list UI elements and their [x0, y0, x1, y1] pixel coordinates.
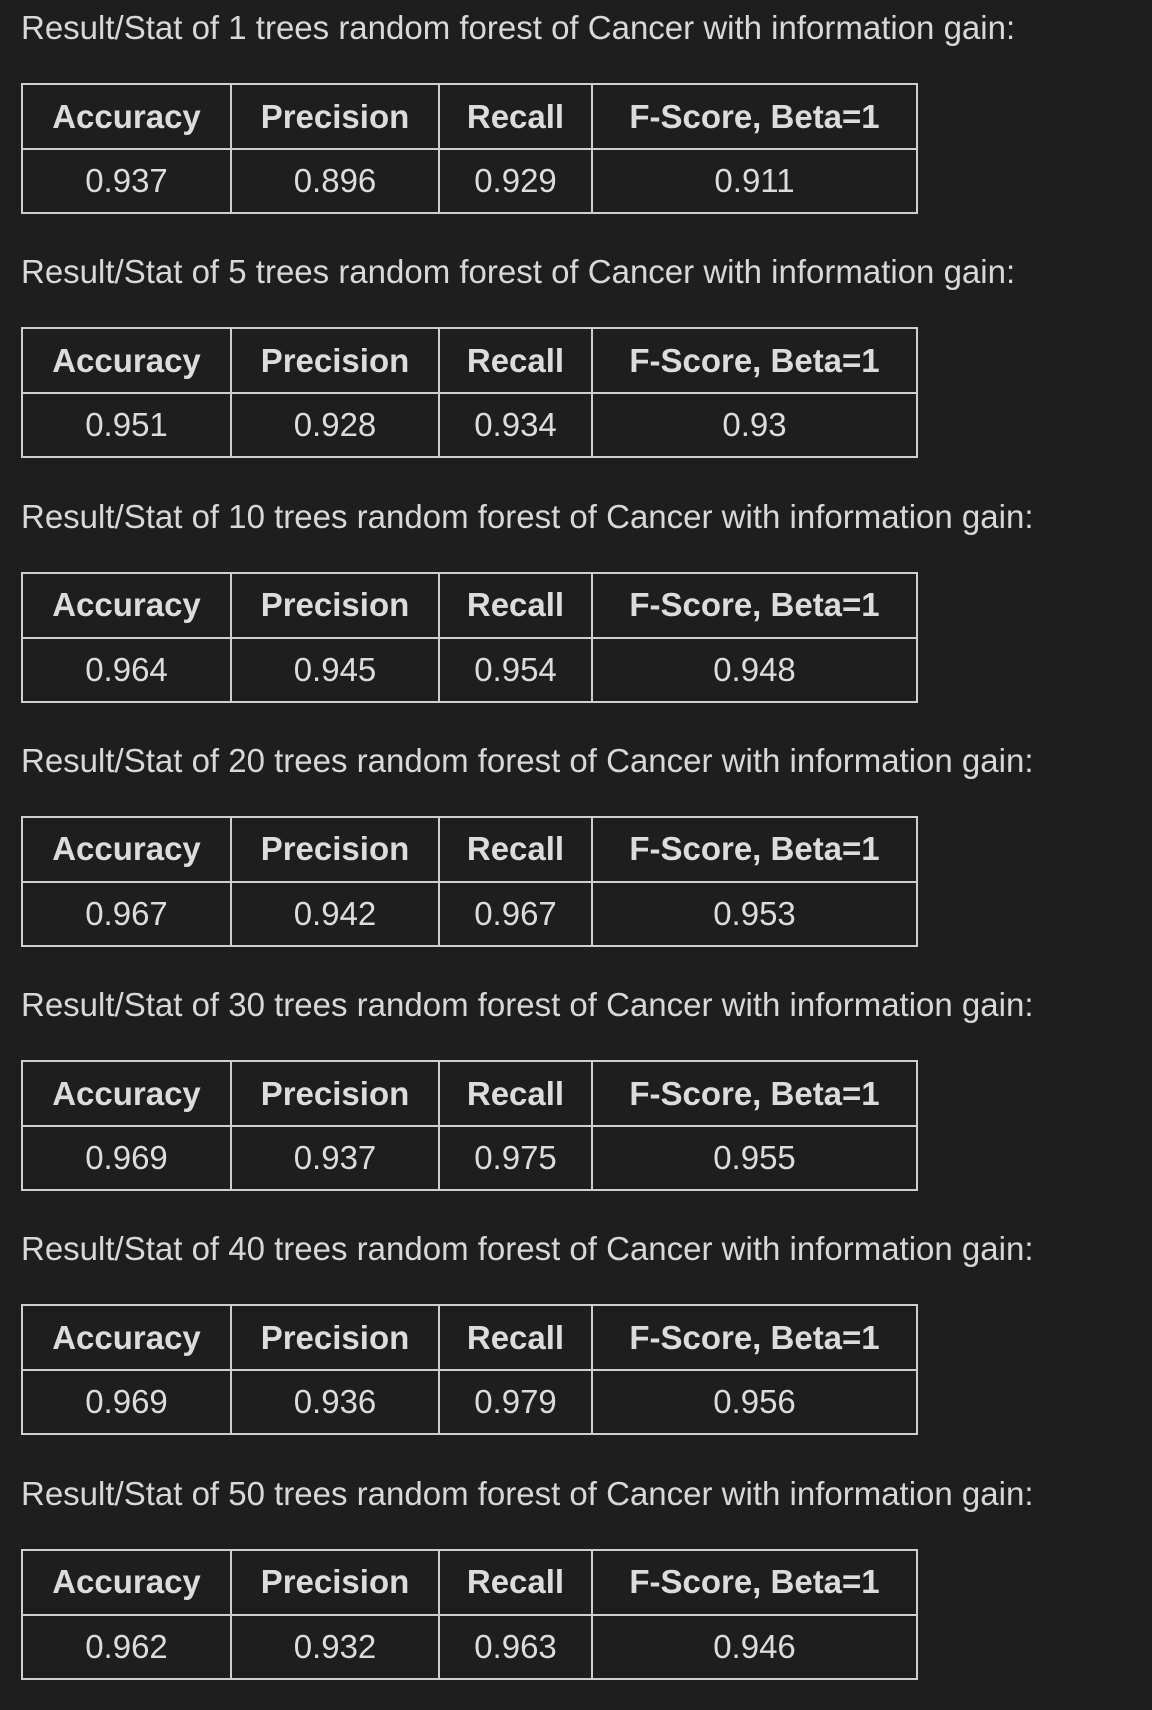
table-header-row: Accuracy Precision Recall F-Score, Beta=… — [21, 83, 918, 150]
stats-table: Accuracy Precision Recall F-Score, Beta=… — [21, 1060, 918, 1192]
result-caption: Result/Stat of 40 trees random forest of… — [21, 1230, 1034, 1268]
value-precision: 0.937 — [230, 1125, 440, 1192]
header-precision: Precision — [230, 815, 440, 883]
value-fscore: 0.955 — [591, 1125, 918, 1192]
result-caption: Result/Stat of 10 trees random forest of… — [21, 497, 1034, 535]
result-caption: Result/Stat of 5 trees random forest of … — [21, 253, 1016, 291]
header-precision: Precision — [230, 571, 440, 639]
table-header-row: Accuracy Precision Recall F-Score, Beta=… — [21, 1060, 918, 1128]
stats-table: Accuracy Precision Recall F-Score, Beta=… — [21, 1304, 918, 1436]
value-recall: 0.954 — [438, 636, 593, 703]
result-section: Result/Stat of 1 trees random forest of … — [21, 0, 1152, 244]
value-accuracy: 0.969 — [21, 1125, 232, 1192]
table-row: 0.967 0.942 0.967 0.953 — [21, 880, 918, 947]
table-row: 0.969 0.937 0.975 0.955 — [21, 1125, 918, 1192]
header-recall: Recall — [438, 815, 593, 883]
result-caption: Result/Stat of 1 trees random forest of … — [21, 9, 1016, 46]
header-fscore: F-Score, Beta=1 — [591, 815, 918, 883]
result-section: Result/Stat of 5 trees random forest of … — [21, 244, 1152, 488]
header-fscore: F-Score, Beta=1 — [591, 327, 918, 395]
stats-table: Accuracy Precision Recall F-Score, Beta=… — [21, 571, 918, 703]
header-recall: Recall — [438, 1548, 593, 1616]
value-precision: 0.942 — [230, 880, 440, 947]
table-header-row: Accuracy Precision Recall F-Score, Beta=… — [21, 571, 918, 639]
value-fscore: 0.953 — [591, 880, 918, 947]
value-fscore: 0.948 — [591, 636, 918, 703]
value-precision: 0.928 — [230, 392, 440, 459]
header-fscore: F-Score, Beta=1 — [591, 1060, 918, 1128]
header-accuracy: Accuracy — [21, 1304, 232, 1372]
table-row: 0.937 0.896 0.929 0.911 — [21, 148, 918, 214]
table-row: 0.962 0.932 0.963 0.946 — [21, 1613, 918, 1680]
header-recall: Recall — [438, 571, 593, 639]
value-precision: 0.936 — [230, 1369, 440, 1436]
header-accuracy: Accuracy — [21, 571, 232, 639]
header-recall: Recall — [438, 1060, 593, 1128]
header-precision: Precision — [230, 83, 440, 150]
header-fscore: F-Score, Beta=1 — [591, 571, 918, 639]
value-accuracy: 0.964 — [21, 636, 232, 703]
stats-table: Accuracy Precision Recall F-Score, Beta=… — [21, 83, 918, 214]
value-precision: 0.896 — [230, 148, 440, 214]
header-accuracy: Accuracy — [21, 83, 232, 150]
header-recall: Recall — [438, 327, 593, 395]
header-precision: Precision — [230, 1060, 440, 1128]
header-accuracy: Accuracy — [21, 327, 232, 395]
table-header-row: Accuracy Precision Recall F-Score, Beta=… — [21, 327, 918, 395]
header-recall: Recall — [438, 1304, 593, 1372]
result-caption: Result/Stat of 20 trees random forest of… — [21, 741, 1034, 779]
table-row: 0.969 0.936 0.979 0.956 — [21, 1369, 918, 1436]
table-row: 0.964 0.945 0.954 0.948 — [21, 636, 918, 703]
value-recall: 0.975 — [438, 1125, 593, 1192]
table-row: 0.951 0.928 0.934 0.93 — [21, 392, 918, 459]
result-section: Result/Stat of 30 trees random forest of… — [21, 977, 1152, 1221]
value-recall: 0.967 — [438, 880, 593, 947]
value-fscore: 0.956 — [591, 1369, 918, 1436]
value-recall: 0.929 — [438, 148, 593, 214]
header-fscore: F-Score, Beta=1 — [591, 1548, 918, 1616]
result-caption: Result/Stat of 50 trees random forest of… — [21, 1474, 1034, 1512]
value-fscore: 0.93 — [591, 392, 918, 459]
header-precision: Precision — [230, 327, 440, 395]
result-caption: Result/Stat of 30 trees random forest of… — [21, 986, 1034, 1024]
table-header-row: Accuracy Precision Recall F-Score, Beta=… — [21, 1304, 918, 1372]
value-recall: 0.979 — [438, 1369, 593, 1436]
stats-table: Accuracy Precision Recall F-Score, Beta=… — [21, 1548, 918, 1680]
result-section: Result/Stat of 20 trees random forest of… — [21, 733, 1152, 977]
value-accuracy: 0.951 — [21, 392, 232, 459]
result-section: Result/Stat of 10 trees random forest of… — [21, 489, 1152, 733]
value-accuracy: 0.969 — [21, 1369, 232, 1436]
header-recall: Recall — [438, 83, 593, 150]
header-accuracy: Accuracy — [21, 815, 232, 883]
value-accuracy: 0.962 — [21, 1613, 232, 1680]
header-fscore: F-Score, Beta=1 — [591, 1304, 918, 1372]
stats-table: Accuracy Precision Recall F-Score, Beta=… — [21, 815, 918, 947]
result-section: Result/Stat of 50 trees random forest of… — [21, 1466, 1152, 1710]
value-fscore: 0.946 — [591, 1613, 918, 1680]
header-precision: Precision — [230, 1548, 440, 1616]
table-header-row: Accuracy Precision Recall F-Score, Beta=… — [21, 815, 918, 883]
table-header-row: Accuracy Precision Recall F-Score, Beta=… — [21, 1548, 918, 1616]
value-recall: 0.934 — [438, 392, 593, 459]
stats-table: Accuracy Precision Recall F-Score, Beta=… — [21, 327, 918, 459]
header-accuracy: Accuracy — [21, 1060, 232, 1128]
value-precision: 0.932 — [230, 1613, 440, 1680]
value-precision: 0.945 — [230, 636, 440, 703]
result-section: Result/Stat of 40 trees random forest of… — [21, 1221, 1152, 1465]
header-accuracy: Accuracy — [21, 1548, 232, 1616]
header-precision: Precision — [230, 1304, 440, 1372]
value-accuracy: 0.967 — [21, 880, 232, 947]
value-recall: 0.963 — [438, 1613, 593, 1680]
value-accuracy: 0.937 — [21, 148, 232, 214]
value-fscore: 0.911 — [591, 148, 918, 214]
header-fscore: F-Score, Beta=1 — [591, 83, 918, 150]
